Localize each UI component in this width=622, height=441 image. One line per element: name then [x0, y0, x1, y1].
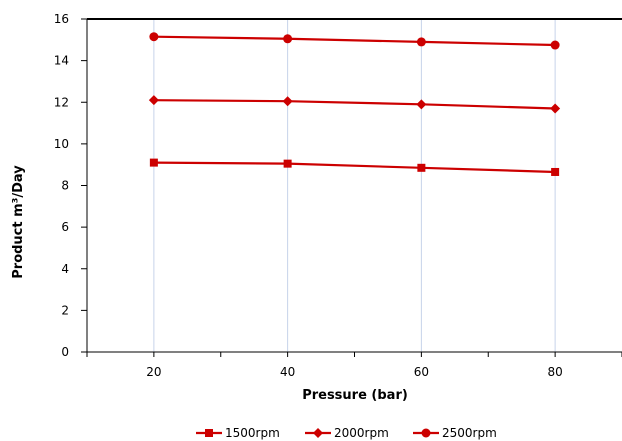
x-axis-title: Pressure (bar)	[302, 388, 408, 403]
series-group	[148, 32, 561, 176]
y-tick-label-3: 6	[61, 220, 69, 234]
legend-marker-1500rpm	[205, 429, 213, 437]
data-point-1500rpm-60	[417, 163, 426, 172]
data-point-2000rpm-40	[282, 96, 293, 107]
data-point-1500rpm-20	[149, 158, 158, 167]
y-axis-title: Product m³/Day	[11, 165, 26, 279]
data-point-2000rpm-60	[416, 99, 427, 110]
y-tick-label-5: 10	[54, 137, 69, 151]
data-point-2500rpm-20	[149, 32, 159, 42]
data-point-2500rpm-60	[416, 37, 426, 47]
data-point-1500rpm-80	[551, 167, 560, 176]
x-tick-label-2: 60	[414, 365, 429, 379]
data-point-2000rpm-80	[550, 103, 561, 114]
y-tick-label-2: 4	[61, 262, 69, 276]
x-tick-label-0: 20	[146, 365, 161, 379]
axes	[81, 18, 622, 357]
x-tick-labels: 20 40 60 80	[146, 365, 563, 379]
y-tick-labels: 0 2 4 6 8 10 12 14 16	[54, 12, 69, 359]
x-tick-label-3: 80	[547, 365, 562, 379]
series-line-1500rpm	[153, 161, 556, 174]
y-tick-label-1: 2	[61, 303, 69, 317]
legend-label-2500rpm: 2500rpm	[442, 426, 497, 440]
data-point-2500rpm-80	[550, 40, 560, 50]
legend-label-2000rpm: 2000rpm	[334, 426, 389, 440]
data-point-1500rpm-40	[283, 159, 292, 168]
series-line-2500rpm	[153, 35, 556, 47]
grid-lines	[153, 19, 556, 352]
x-tick-label-1: 40	[280, 365, 295, 379]
y-tick-label-8: 16	[54, 12, 69, 26]
y-tick-label-6: 12	[54, 95, 69, 109]
y-tick-label-0: 0	[61, 345, 69, 359]
y-tick-label-4: 8	[61, 179, 69, 193]
data-point-2000rpm-20	[148, 95, 159, 106]
legend-marker-2500rpm	[421, 428, 431, 438]
legend-label-1500rpm: 1500rpm	[225, 426, 280, 440]
data-point-2500rpm-40	[283, 34, 293, 44]
series-line-2000rpm	[153, 99, 556, 110]
legend-marker-2000rpm	[313, 428, 323, 438]
legend: 1500rpm 2000rpm 2500rpm	[196, 426, 497, 440]
y-tick-label-7: 14	[54, 54, 69, 68]
